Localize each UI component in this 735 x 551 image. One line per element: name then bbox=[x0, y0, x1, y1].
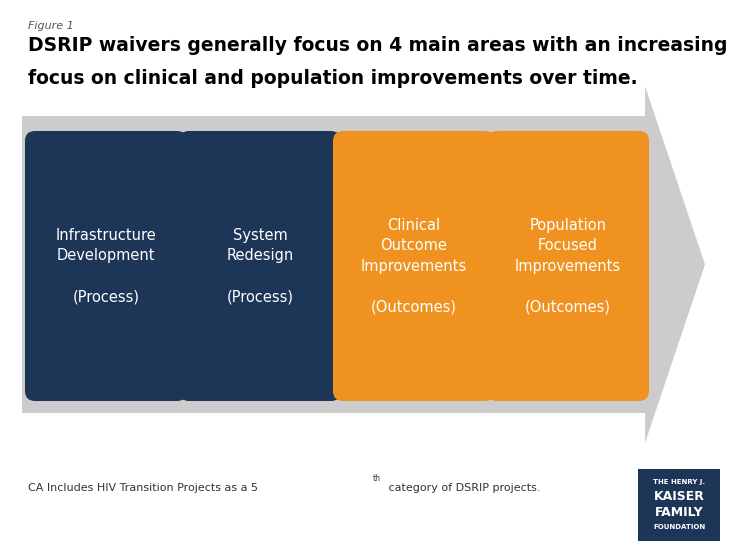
Text: THE HENRY J.: THE HENRY J. bbox=[653, 479, 705, 485]
Text: Clinical
Outcome
Improvements

(Outcomes): Clinical Outcome Improvements (Outcomes) bbox=[361, 218, 467, 314]
FancyBboxPatch shape bbox=[333, 131, 495, 401]
Text: Infrastructure
Development

(Process): Infrastructure Development (Process) bbox=[56, 228, 157, 304]
FancyBboxPatch shape bbox=[25, 131, 187, 401]
Text: th: th bbox=[373, 474, 381, 483]
FancyBboxPatch shape bbox=[487, 131, 649, 401]
Text: FAMILY: FAMILY bbox=[655, 506, 703, 518]
Text: Population
Focused
Improvements

(Outcomes): Population Focused Improvements (Outcome… bbox=[515, 218, 621, 314]
Text: CA Includes HIV Transition Projects as a 5: CA Includes HIV Transition Projects as a… bbox=[28, 483, 258, 493]
Polygon shape bbox=[22, 86, 705, 443]
Text: DSRIP waivers generally focus on 4 main areas with an increasing: DSRIP waivers generally focus on 4 main … bbox=[28, 36, 728, 55]
Text: focus on clinical and population improvements over time.: focus on clinical and population improve… bbox=[28, 69, 638, 88]
FancyBboxPatch shape bbox=[638, 469, 720, 541]
Text: System
Redesign

(Process): System Redesign (Process) bbox=[226, 228, 293, 304]
Text: Figure 1: Figure 1 bbox=[28, 21, 74, 31]
Text: KAISER: KAISER bbox=[653, 490, 704, 503]
Text: category of DSRIP projects.: category of DSRIP projects. bbox=[385, 483, 540, 493]
Text: FOUNDATION: FOUNDATION bbox=[653, 523, 705, 530]
FancyBboxPatch shape bbox=[179, 131, 341, 401]
